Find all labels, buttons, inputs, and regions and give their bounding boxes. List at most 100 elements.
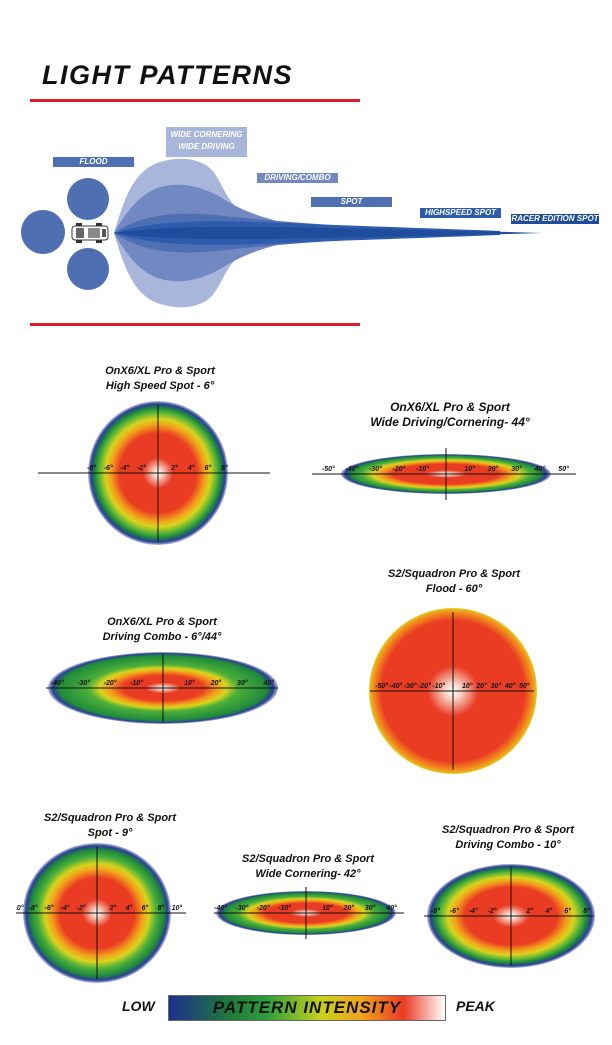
tick-label: -20° [418, 682, 431, 690]
tick-label: 20° [487, 465, 499, 473]
pattern-5-type: Spot - 9° [87, 827, 133, 839]
tick-label: -2° [77, 904, 86, 912]
tick-label: 10° [184, 679, 195, 687]
flood-tag: FLOOD [53, 157, 134, 167]
tick-label: 20° [342, 904, 354, 912]
pattern-3-model: OnX6/XL Pro & Sport [107, 616, 217, 628]
pattern-caption-6: S2/Squadron Pro & Sport Wide Cornering- … [228, 852, 388, 882]
pattern-caption-7: S2/Squadron Pro & Sport Driving Combo - … [428, 823, 588, 853]
tick-label: 10° [172, 904, 183, 912]
legend-low-label: LOW [122, 998, 155, 1014]
tick-label: -2° [137, 464, 146, 472]
pattern-spot: -10° -8° -6° -4° -2° 2° 4° 6° 8° 10° [16, 843, 186, 983]
pattern-7-model: S2/Squadron Pro & Sport [441, 824, 574, 836]
pattern-caption-2: OnX6/XL Pro & Sport Wide Driving/Corneri… [340, 400, 560, 430]
tick-label: 20° [475, 682, 487, 690]
bottom-divider [30, 323, 360, 326]
tick-label: -4° [61, 904, 70, 912]
page-title: LIGHT PATTERNS [42, 60, 293, 90]
tick-label: -6° [450, 907, 459, 915]
pattern-driving-combo: -40° -30° -20° -10° 10° 20° 30° 40° [46, 652, 278, 724]
tick-label: 8° [583, 907, 590, 915]
tick-label: 10° [462, 682, 473, 690]
pattern-1-model: OnX6/XL Pro & Sport [105, 365, 215, 377]
wide-cornering-tag: WIDE CORNERING WIDE DRIVING [166, 127, 247, 157]
tick-label: -10° [278, 904, 291, 912]
tick-label: -40° [345, 465, 358, 473]
pattern-wide-cornering: -40° -30° -20° -10° 10° 20° 30° 40° [214, 887, 404, 939]
tick-label: -8° [87, 464, 96, 472]
pattern-caption-4: S2/Squadron Pro & Sport Flood - 60° [374, 567, 534, 597]
tick-label: 50° [558, 465, 569, 473]
tick-label: -30° [404, 682, 417, 690]
tick-label: 30° [511, 465, 522, 473]
pattern-3-type: Driving Combo - 6°/44° [102, 631, 222, 643]
tick-label: 2° [170, 464, 178, 472]
tick-label: 6° [142, 904, 149, 912]
pattern-caption-1: OnX6/XL Pro & Sport High Speed Spot - 6° [80, 364, 240, 394]
driving-combo-tag: DRIVING/COMBO [257, 173, 338, 183]
tick-label: -6° [45, 904, 54, 912]
legend-peak-label: PEAK [456, 998, 495, 1014]
tick-label: 10° [464, 465, 475, 473]
pattern-flood: -50° -40° -30° -20° -10° 10° 20° 30° 40° 50° [369, 608, 537, 774]
tick-label: 6° [205, 464, 212, 472]
pattern-4-model: S2/Squadron Pro & Sport [387, 568, 520, 580]
tick-label: -8° [431, 907, 440, 915]
tick-label: 40° [534, 465, 546, 473]
tick-label: -40° [389, 682, 402, 690]
pattern-caption-5: S2/Squadron Pro & Sport Spot - 9° [30, 811, 190, 841]
tick-label: -4° [120, 464, 129, 472]
wide-cornering-tag-line2: WIDE DRIVING [178, 142, 235, 151]
tick-label: -40° [214, 904, 227, 912]
pattern-6-model: S2/Squadron Pro & Sport [241, 853, 374, 865]
tick-label: 40° [263, 679, 275, 687]
tick-label: 30° [365, 904, 376, 912]
pattern-5-model: S2/Squadron Pro & Sport [43, 812, 176, 824]
tick-label: -10° [16, 904, 24, 912]
pattern-1-type: High Speed Spot - 6° [105, 380, 215, 392]
tick-label: -8° [29, 904, 38, 912]
flood-circle-top [67, 178, 109, 220]
pattern-caption-3: OnX6/XL Pro & Sport Driving Combo - 6°/4… [82, 615, 242, 645]
pattern-s2-driving-combo: -8° -6° -4° -2° 2° 4° 6° 8° [424, 864, 595, 968]
tick-label: -30° [369, 465, 382, 473]
tick-label: -50° [375, 682, 388, 690]
flood-circle-left [21, 210, 65, 254]
pattern-6-type: Wide Cornering- 42° [255, 868, 361, 880]
tick-label: -30° [235, 904, 248, 912]
tick-label: 30° [237, 679, 248, 687]
top-divider [30, 99, 360, 102]
tick-label: 40° [385, 904, 397, 912]
tick-label: 20° [210, 679, 222, 687]
tick-label: 6° [564, 907, 571, 915]
tick-label: -2° [488, 907, 497, 915]
wide-cornering-tag-line1: WIDE CORNERING [170, 130, 243, 139]
racer-spot-beam [114, 226, 542, 240]
vehicle-icon [71, 223, 109, 243]
tick-label: -4° [469, 907, 478, 915]
tick-label: 30° [491, 682, 502, 690]
tick-label: -10° [130, 679, 143, 687]
tick-label: 4° [187, 464, 195, 472]
pattern-2-model: OnX6/XL Pro & Sport [390, 400, 510, 414]
tick-label: 8° [221, 464, 228, 472]
tick-label: -10° [416, 465, 429, 473]
highspeed-spot-tag: HIGHSPEED SPOT [420, 208, 501, 218]
tick-label: -20° [104, 679, 117, 687]
pattern-7-type: Driving Combo - 10° [455, 839, 561, 851]
pattern-high-speed-spot: -8° -6° -4° -2° 2° 4° 6° 8° [38, 401, 270, 545]
intensity-legend-bar: PATTERN INTENSITY [168, 995, 446, 1021]
tick-label: 4° [544, 907, 552, 915]
tick-label: 2° [526, 907, 534, 915]
legend-title: PATTERN INTENSITY [212, 998, 402, 1017]
tick-label: 2° [109, 904, 117, 912]
tick-label: 4° [125, 904, 133, 912]
tick-label: -30° [77, 679, 90, 687]
tick-label: -20° [257, 904, 270, 912]
tick-label: -50° [322, 465, 335, 473]
tick-label: 40° [504, 682, 516, 690]
tick-label: -20° [392, 465, 405, 473]
beam-overview-diagram [21, 158, 542, 308]
flood-circle-bottom [67, 248, 109, 290]
